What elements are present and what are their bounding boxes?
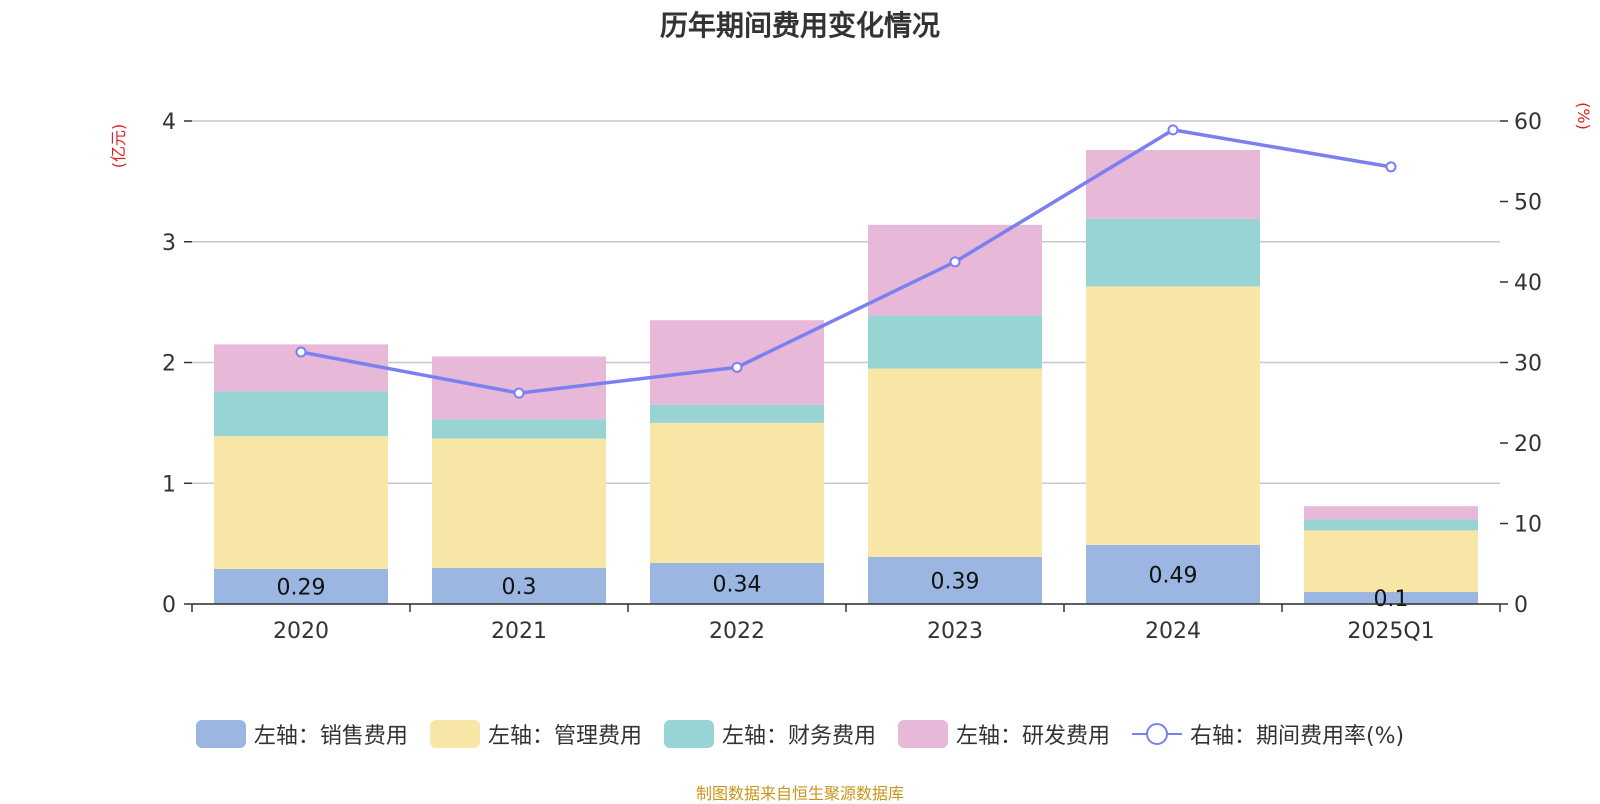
bar-admin xyxy=(868,368,1042,557)
bar-rd xyxy=(1086,149,1260,219)
bar-admin xyxy=(1304,530,1478,592)
x-tick-label: 2025Q1 xyxy=(1347,619,1434,644)
data-label: 0.34 xyxy=(713,572,762,597)
legend-swatch xyxy=(663,720,714,748)
bar-sales xyxy=(650,562,824,604)
bar-finance xyxy=(1086,218,1260,287)
legend-item[interactable]: 左轴：财务费用 xyxy=(663,718,876,750)
source-note: 制图数据来自恒生聚源数据库 xyxy=(695,784,904,803)
bar-admin xyxy=(214,436,388,569)
line-point xyxy=(1385,161,1397,173)
legend-label: 右轴：期间费用率(%) xyxy=(1189,724,1405,749)
bar-finance xyxy=(868,315,1042,369)
legend-swatch xyxy=(897,720,948,748)
legend-item[interactable]: 右轴：期间费用率(%) xyxy=(1131,718,1405,750)
bar-finance xyxy=(650,404,824,423)
right-tick-label: 60 xyxy=(1514,110,1542,135)
chart-title: 历年期间费用变化情况 xyxy=(659,9,940,42)
x-tick-label: 2023 xyxy=(927,619,983,644)
legend: 左轴：销售费用 左轴：管理费用 左轴：财务费用 左轴：研发费用 右轴：期间费用率(%) xyxy=(0,718,1600,750)
bar-finance xyxy=(1304,519,1478,531)
line-point xyxy=(949,256,961,268)
legend-item[interactable]: 左轴：研发费用 xyxy=(897,718,1110,750)
right-tick-label: 0 xyxy=(1514,593,1528,618)
left-tick-label: 4 xyxy=(162,110,176,135)
right-tick-label: 20 xyxy=(1514,432,1542,457)
bar-admin xyxy=(650,422,824,563)
right-axis-unit: (%) xyxy=(1574,102,1593,130)
bar-admin xyxy=(1086,286,1260,545)
line-point xyxy=(513,387,525,399)
bar-rd xyxy=(868,224,1042,316)
right-tick-label: 10 xyxy=(1514,513,1542,538)
legend-label: 左轴：研发费用 xyxy=(955,724,1110,749)
left-tick-label: 0 xyxy=(162,593,176,618)
bar-sales xyxy=(868,556,1042,604)
left-tick-label: 1 xyxy=(162,472,176,497)
bar-admin xyxy=(432,438,606,568)
right-tick-label: 50 xyxy=(1514,191,1542,216)
data-label: 0.1 xyxy=(1374,587,1409,612)
legend-swatch xyxy=(195,720,246,748)
bar-finance xyxy=(214,391,388,437)
data-label: 0.3 xyxy=(502,575,537,600)
left-tick-label: 2 xyxy=(162,352,176,377)
legend-line-marker-icon xyxy=(1131,723,1182,745)
right-tick-label: 40 xyxy=(1514,271,1542,296)
legend-item[interactable]: 左轴：管理费用 xyxy=(429,718,642,750)
data-label: 0.39 xyxy=(931,569,980,594)
x-tick-label: 2020 xyxy=(273,619,329,644)
bar-sales xyxy=(1304,591,1478,604)
series-line-expense-rate xyxy=(300,128,1392,395)
x-tick-label: 2024 xyxy=(1145,619,1201,644)
bar-rd xyxy=(1304,506,1478,520)
bar-sales xyxy=(432,567,606,604)
right-tick-label: 30 xyxy=(1514,352,1542,377)
line-point xyxy=(1167,124,1179,136)
left-axis-unit: (亿元) xyxy=(109,124,128,169)
line-point xyxy=(295,346,307,358)
bar-sales xyxy=(1086,544,1260,604)
x-tick-label: 2022 xyxy=(709,619,765,644)
legend-item[interactable]: 左轴：销售费用 xyxy=(195,718,408,750)
legend-label: 左轴：销售费用 xyxy=(253,724,408,749)
bar-finance xyxy=(432,419,606,439)
legend-label: 左轴：管理费用 xyxy=(487,724,642,749)
data-label: 0.49 xyxy=(1149,563,1198,588)
left-tick-label: 3 xyxy=(162,231,176,256)
legend-label: 左轴：财务费用 xyxy=(721,724,876,749)
legend-swatch xyxy=(429,720,480,748)
x-tick-label: 2021 xyxy=(491,619,547,644)
line-point xyxy=(731,361,743,373)
bar-sales xyxy=(214,568,388,604)
data-label: 0.29 xyxy=(277,575,326,600)
